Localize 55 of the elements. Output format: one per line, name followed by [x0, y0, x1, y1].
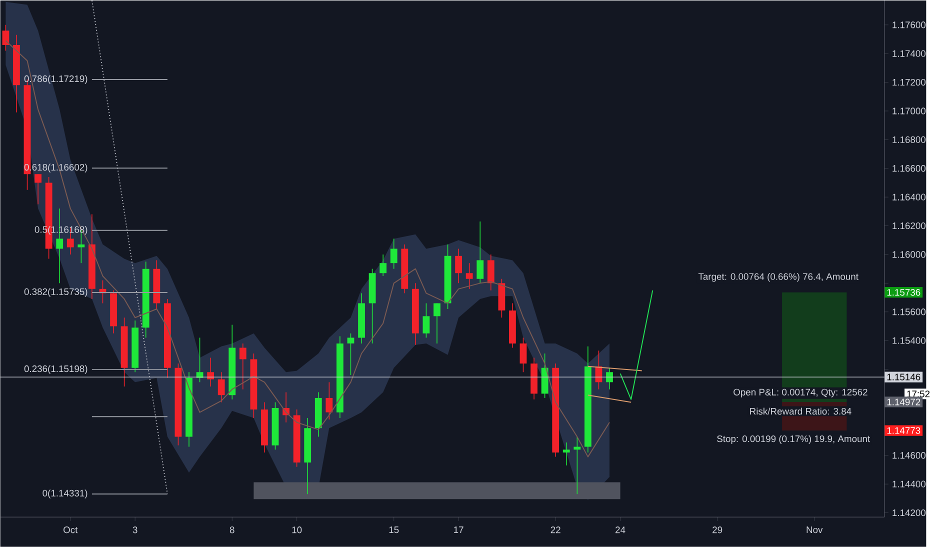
y-tick-label: 1.17200	[892, 79, 926, 86]
text: 17:52	[907, 390, 930, 398]
candlestick	[606, 368, 613, 390]
series-label: 0.382(1.15735)	[24, 288, 88, 297]
y-tick-label: 1.16200	[892, 222, 926, 230]
y-tick-label: 1.17000	[892, 108, 926, 114]
y-tick-label: 1.14600	[892, 452, 926, 459]
candlestick	[239, 343, 246, 390]
candlestick	[2, 24, 10, 52]
y-tick-label: 1.17400	[892, 50, 926, 57]
candlestick	[562, 442, 570, 466]
annotation: Stop: 0.00199 (0.17%) 19.9, Amount	[717, 435, 870, 444]
ref-line-label: 1.15146	[887, 374, 920, 380]
y-tick-label: 1.16800	[892, 136, 926, 144]
x-tick-label: 10	[292, 526, 302, 534]
candlestick	[476, 221, 484, 284]
annotation: Target: 0.00764 (0.66%) 76.4, Amount	[698, 273, 858, 282]
candlestick	[380, 254, 387, 276]
x-tick-label: 24	[616, 526, 626, 534]
candlestick	[347, 333, 354, 376]
y-tick-label: 1.16000	[892, 251, 926, 258]
candlestick	[390, 238, 398, 270]
x-tick-label: 8	[230, 526, 234, 534]
candlestick	[455, 248, 462, 284]
candlestick	[466, 262, 473, 290]
y-tick-label: 1.14200	[892, 510, 926, 516]
y-tick-label: 1.17600	[892, 22, 926, 28]
x-tick-label: Nov	[806, 526, 823, 534]
x-tick-label: 3	[132, 526, 138, 534]
candlestick	[434, 302, 440, 344]
annotation: Open P&L: 0.00174, Qty: 12562	[734, 388, 868, 398]
candlestick	[326, 382, 333, 420]
candlestick	[520, 337, 527, 373]
candlestick	[218, 372, 225, 403]
candlestick	[422, 302, 430, 338]
y-tick-label: 1.16600	[892, 165, 926, 172]
series-label: 0.786(1.17219)	[24, 75, 88, 84]
candlestick	[487, 254, 494, 291]
annotation: Risk/Reward Ratio: 3.84	[750, 408, 852, 415]
text: 1.14972	[887, 398, 920, 406]
y-tick-label: 1.14400	[892, 480, 926, 488]
x-tick-label: 15	[389, 526, 399, 534]
candlestick	[207, 357, 214, 387]
series-label: 0.236(1.15198)	[24, 365, 88, 374]
text: 1.14773	[887, 427, 920, 434]
x-tick-label: Oct	[64, 526, 78, 534]
series-label: 0(1.14331)	[42, 490, 88, 498]
text: 1.15736	[887, 289, 920, 296]
y-tick-label: 1.15600	[892, 308, 926, 316]
x-tick-label: 22	[550, 526, 560, 534]
x-tick-label: 17	[454, 526, 464, 534]
candlestick	[34, 174, 42, 205]
y-tick-label: 1.15400	[892, 337, 926, 344]
y-tick-label: 1.16400	[892, 194, 926, 200]
x-tick-label: 29	[712, 526, 722, 534]
